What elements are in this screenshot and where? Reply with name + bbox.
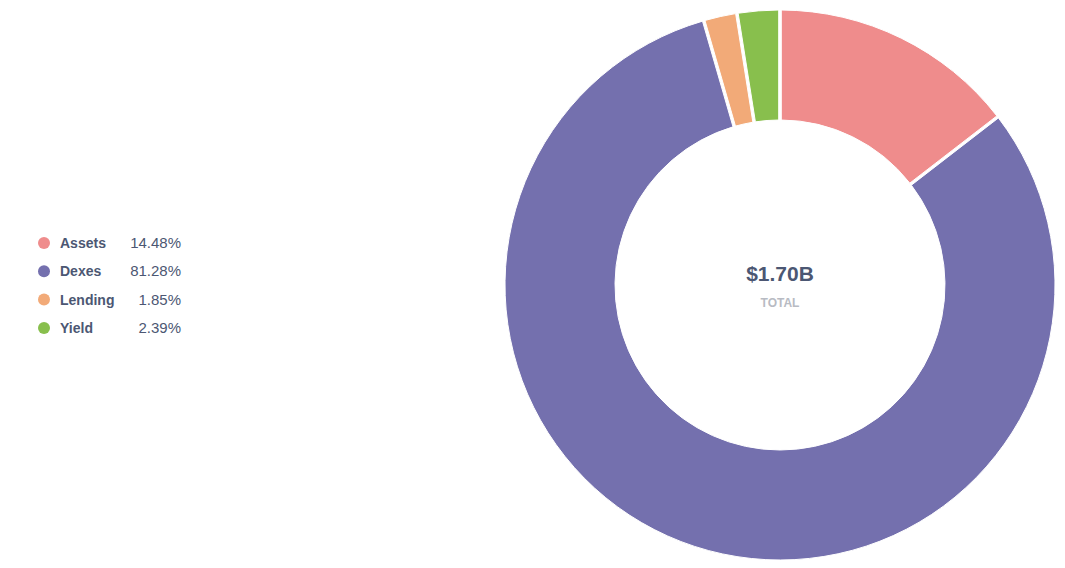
slice[interactable] <box>505 21 1055 560</box>
donut: $1.70B TOTAL <box>505 10 1055 560</box>
legend-label: Lending <box>60 292 114 308</box>
legend-label: Assets <box>60 235 106 251</box>
legend-label: Yield <box>60 320 93 336</box>
legend-value: 14.48% <box>130 234 181 251</box>
legend-swatch <box>38 322 50 334</box>
chart: $1.70B TOTAL Assets 14.48% Dexes 81.28% Lendin… <box>0 0 1065 568</box>
legend-swatch <box>38 265 50 277</box>
legend-label: Dexes <box>60 263 101 279</box>
legend-item[interactable]: Lending 1.85% <box>38 291 181 308</box>
legend-item[interactable]: Yield 2.39% <box>38 319 181 336</box>
legend-value: 2.39% <box>138 319 181 336</box>
legend-swatch <box>38 237 50 249</box>
legend: Assets 14.48% Dexes 81.28% Lending 1.85% Yield… <box>38 234 181 336</box>
legend-item[interactable]: Assets 14.48% <box>38 234 181 251</box>
total-caption: TOTAL <box>761 296 800 310</box>
slice[interactable] <box>738 10 779 122</box>
legend-value: 1.85% <box>138 291 181 308</box>
legend-item[interactable]: Dexes 81.28% <box>38 262 181 279</box>
legend-swatch <box>38 294 50 306</box>
legend-value: 81.28% <box>130 262 181 279</box>
total-value: $1.70B <box>746 262 814 285</box>
